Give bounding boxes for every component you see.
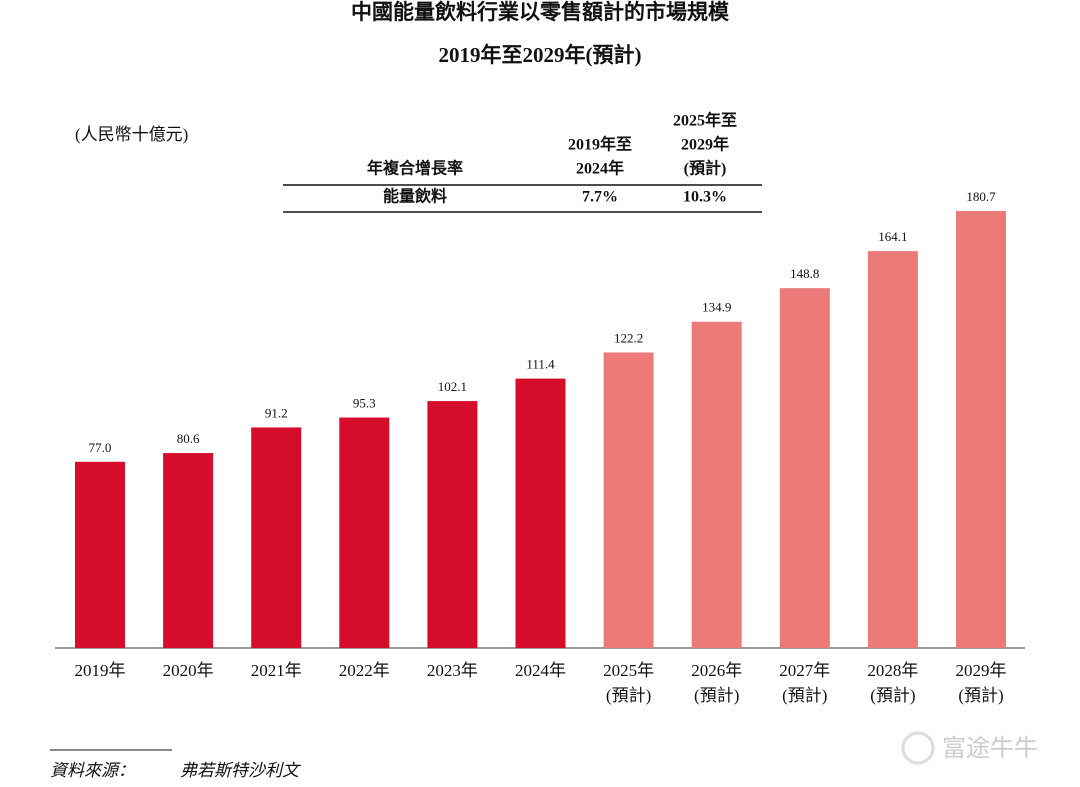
unit-label: (人民幣十億元) xyxy=(75,125,188,144)
bar xyxy=(603,352,654,648)
table-cell: 能量飲料 xyxy=(383,187,447,206)
value-label: 80.6 xyxy=(177,431,200,446)
source-label: 資料來源： xyxy=(50,761,135,780)
x-tick-label: 2019年 xyxy=(75,661,126,680)
x-tick-label: (預計) xyxy=(606,686,651,705)
x-tick-label: 2026年 xyxy=(691,661,742,680)
chart-title: 中國能量飲料行業以零售額計的市場規模 xyxy=(351,0,730,24)
x-tick-label: (預計) xyxy=(870,686,915,705)
value-label: 77.0 xyxy=(89,440,112,455)
x-tick-label: 2023年 xyxy=(427,661,478,680)
value-label: 102.1 xyxy=(438,379,467,394)
x-tick-label: 2028年 xyxy=(867,661,918,680)
x-tick-label: 2024年 xyxy=(515,661,566,680)
value-label: 134.9 xyxy=(702,300,731,315)
x-tick-label: (預計) xyxy=(782,686,827,705)
table-header: 2024年 xyxy=(576,159,624,178)
x-tick-label: 2029年 xyxy=(956,661,1007,680)
bar xyxy=(867,251,918,648)
value-label: 91.2 xyxy=(265,405,288,420)
bar xyxy=(779,288,830,648)
value-label: 122.2 xyxy=(614,330,643,345)
watermark-logo xyxy=(901,731,935,765)
watermark: 富途牛牛 xyxy=(942,734,1038,762)
table-header: 2029年 xyxy=(681,135,729,154)
x-tick-label: 2022年 xyxy=(339,661,390,680)
table-header: 2019年至 xyxy=(568,135,632,154)
bar xyxy=(251,427,302,648)
bar xyxy=(956,211,1006,648)
value-label: 148.8 xyxy=(790,266,819,281)
value-label: 95.3 xyxy=(353,396,376,411)
table-header: 年複合增長率 xyxy=(367,159,463,178)
bar xyxy=(163,453,214,648)
x-tick-label: 2021年 xyxy=(251,661,302,680)
source-text: 弗若斯特沙利文 xyxy=(180,761,302,780)
x-tick-label: 2020年 xyxy=(163,661,214,680)
bar xyxy=(515,378,566,648)
x-tick-label: 2027年 xyxy=(779,661,830,680)
bar xyxy=(75,461,125,648)
bar xyxy=(691,321,742,648)
table-header: (預計) xyxy=(684,159,727,178)
x-tick-label: (預計) xyxy=(694,686,739,705)
value-label: 180.7 xyxy=(966,189,996,204)
chart-subtitle: 2019年至2029年(預計) xyxy=(439,43,642,67)
bar xyxy=(427,401,478,648)
value-label: 164.1 xyxy=(878,229,907,244)
value-label: 111.4 xyxy=(526,357,555,372)
table-cell: 7.7% xyxy=(582,189,618,206)
table-header: 2025年至 xyxy=(673,111,737,130)
table-cell: 10.3% xyxy=(683,189,727,206)
x-tick-label: (預計) xyxy=(958,686,1003,705)
bar xyxy=(339,417,390,648)
x-tick-label: 2025年 xyxy=(603,661,654,680)
